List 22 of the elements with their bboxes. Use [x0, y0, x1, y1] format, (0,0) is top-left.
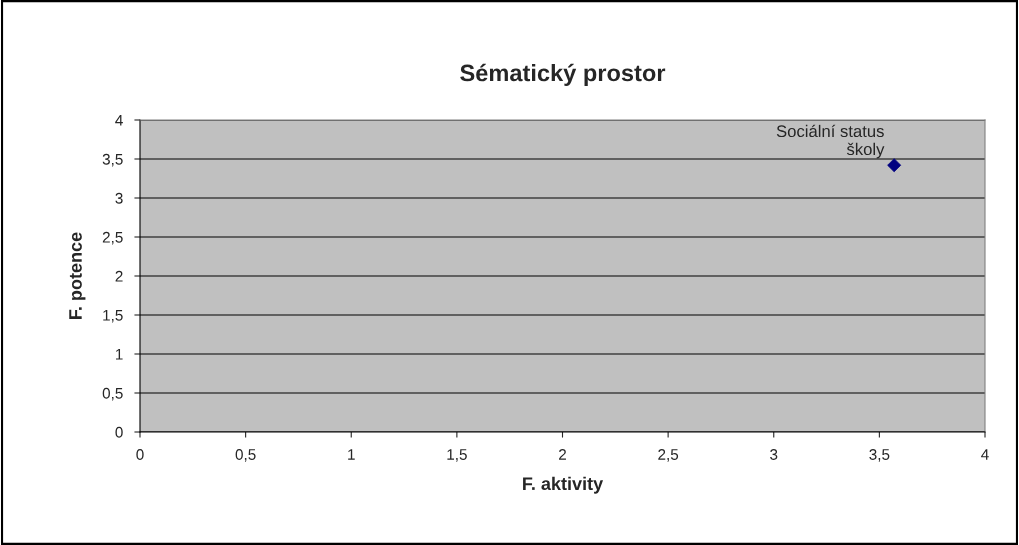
- x-tick-label: 3: [770, 449, 778, 460]
- y-tick-label: 4: [115, 115, 123, 126]
- chart-title: Sématický prostor: [460, 63, 666, 87]
- x-tick-label: 1: [348, 449, 355, 460]
- y-tick-label: 2,5: [102, 231, 123, 245]
- x-tick-label: 0,5: [235, 449, 256, 462]
- x-tick-label: 3,5: [869, 449, 890, 462]
- y-tick-label: 1: [116, 349, 123, 360]
- x-tick-label: 1,5: [447, 449, 467, 462]
- y-tick-label: 0,5: [102, 387, 123, 401]
- x-tick-label: 2: [559, 449, 566, 460]
- y-tick-label: 1,5: [103, 310, 123, 323]
- x-tick-label: 0: [136, 449, 144, 460]
- x-tick-label: 2,5: [658, 449, 679, 462]
- y-tick-label: 3: [115, 192, 123, 204]
- y-tick-label: 2: [115, 270, 123, 282]
- y-tick-label: 3,5: [102, 153, 123, 167]
- x-axis-title: F. aktivity: [523, 476, 604, 494]
- y-axis-title: F. potence: [69, 232, 86, 319]
- annotation: Sociální status školy: [776, 124, 885, 159]
- y-tick-label: 0: [115, 426, 123, 438]
- x-tick-label: 4: [981, 449, 989, 460]
